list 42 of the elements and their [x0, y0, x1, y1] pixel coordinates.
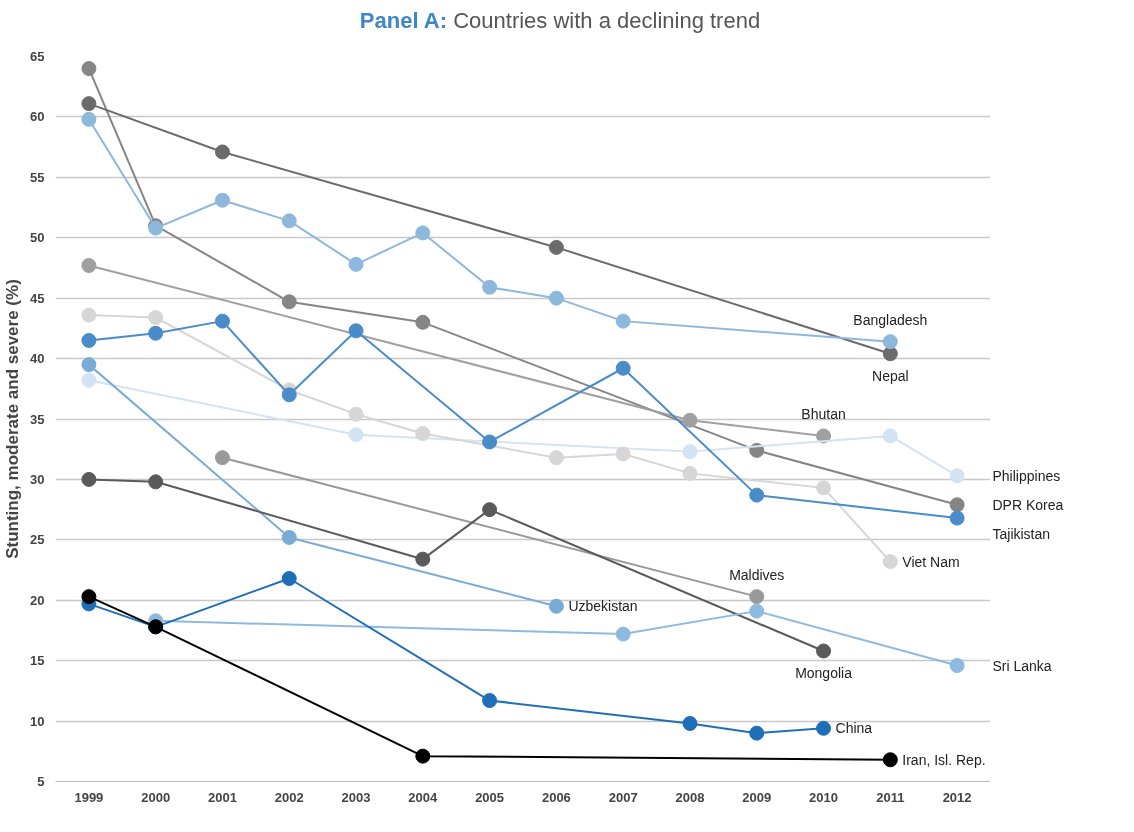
y-tick-label: 65: [30, 49, 45, 64]
series-label: Bhutan: [801, 405, 846, 422]
y-tick-label: 45: [30, 290, 45, 306]
x-tick-label: 1999: [74, 789, 104, 805]
y-tick-label: 20: [30, 592, 45, 608]
x-tick-label: 2010: [809, 789, 838, 805]
text: Philippines: [992, 467, 1061, 484]
y-tick-label: 10: [30, 713, 45, 729]
x-tick-label: 2006: [541, 789, 571, 805]
x-tick-label: 2004: [408, 789, 439, 805]
series-label: Viet Nam: [902, 553, 960, 570]
series-label: Bangladesh: [853, 311, 928, 328]
series-label: Mongolia: [795, 665, 853, 681]
series-label: Iran, Isl. Rep.: [902, 751, 986, 768]
y-tick-label: 40: [30, 351, 45, 367]
y-tick-label: 50: [30, 230, 45, 246]
y-axis-title: Stunting, moderate and severe (%): [3, 279, 23, 559]
text: Sri Lanka: [992, 657, 1052, 674]
y-tick-label: 25: [30, 532, 45, 548]
x-tick-label: 2002: [274, 789, 304, 805]
x-tick-label: 2011: [876, 789, 905, 805]
x-tick-label: 2007: [608, 789, 638, 805]
y-tick-label: 35: [30, 411, 45, 427]
x-tick-label: 2008: [675, 789, 705, 805]
y-tick-label: 55: [30, 169, 45, 185]
x-tick-label: 2012: [942, 789, 972, 805]
series-label: Uzbekistan: [568, 598, 638, 615]
x-tick-label: 2005: [475, 789, 505, 805]
series-label: Maldives: [729, 566, 785, 583]
y-tick-label: 30: [30, 471, 45, 487]
text: Tajikistan: [992, 526, 1051, 543]
y-tick-label: 5: [37, 774, 45, 789]
series-label: Nepal: [872, 367, 909, 384]
x-tick-label: 2009: [742, 789, 772, 805]
chart-title: Panel A: Countries with a declining trend: [358, 7, 762, 35]
x-tick-label: 2001: [208, 789, 237, 805]
x-tick-label: 2000: [141, 789, 171, 805]
x-tick-label: 2003: [341, 789, 371, 805]
text: DPR Korea: [992, 496, 1064, 513]
y-tick-label: 60: [30, 109, 45, 125]
y-tick-label: 15: [30, 653, 45, 669]
series-label: China: [835, 720, 873, 737]
